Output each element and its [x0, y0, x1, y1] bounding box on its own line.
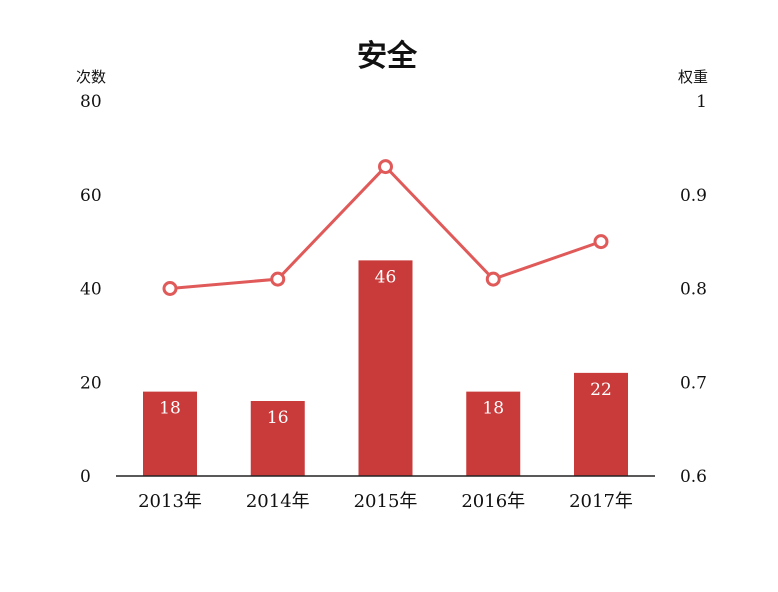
weight-point — [162, 281, 178, 296]
bar-value-label: 46 — [375, 267, 397, 287]
bars — [143, 260, 628, 476]
x-tick-label: 2016年 — [461, 491, 525, 512]
right-tick-label: 0.9 — [680, 186, 707, 206]
x-tick-label: 2014年 — [246, 491, 310, 512]
bar — [574, 372, 628, 476]
right-tick-label: 0.7 — [680, 373, 707, 393]
x-axis-ticks: 2013年 2014年 2015年 2016年 2017年 — [138, 491, 633, 512]
left-tick-label: 0 — [80, 467, 91, 487]
bar-value-label: 18 — [159, 399, 181, 419]
right-tick-label: 1 — [696, 92, 707, 112]
left-tick-label: 60 — [80, 186, 102, 206]
weight-point — [270, 271, 286, 287]
bar — [466, 391, 521, 476]
weight-line — [162, 159, 609, 296]
right-axis-label: 权重 — [678, 68, 708, 86]
weight-point — [593, 234, 609, 250]
bar — [358, 260, 413, 476]
weight-point — [485, 271, 501, 287]
weight-point — [378, 159, 393, 175]
x-tick-label: 2015年 — [354, 491, 418, 512]
left-axis-ticks: 0 20 40 60 80 — [80, 92, 102, 487]
bar — [143, 391, 197, 476]
bar-labels: 18 16 46 18 22 — [159, 267, 612, 428]
chart-title: 安全 — [357, 39, 418, 74]
bar-value-label: 18 — [482, 399, 504, 419]
left-tick-label: 20 — [80, 373, 102, 393]
left-tick-label: 80 — [80, 92, 102, 112]
left-axis-label: 次数 — [76, 68, 106, 86]
right-tick-label: 0.6 — [680, 467, 707, 487]
left-tick-label: 40 — [80, 280, 102, 300]
bar-value-label: 16 — [267, 408, 289, 428]
right-tick-label: 0.8 — [680, 280, 707, 300]
bar-value-label: 22 — [590, 380, 612, 400]
right-axis-ticks: 0.6 0.7 0.8 0.9 1 — [680, 92, 707, 487]
bar — [250, 401, 305, 476]
x-tick-label: 2013年 — [138, 491, 202, 512]
x-tick-label: 2017年 — [569, 491, 633, 512]
